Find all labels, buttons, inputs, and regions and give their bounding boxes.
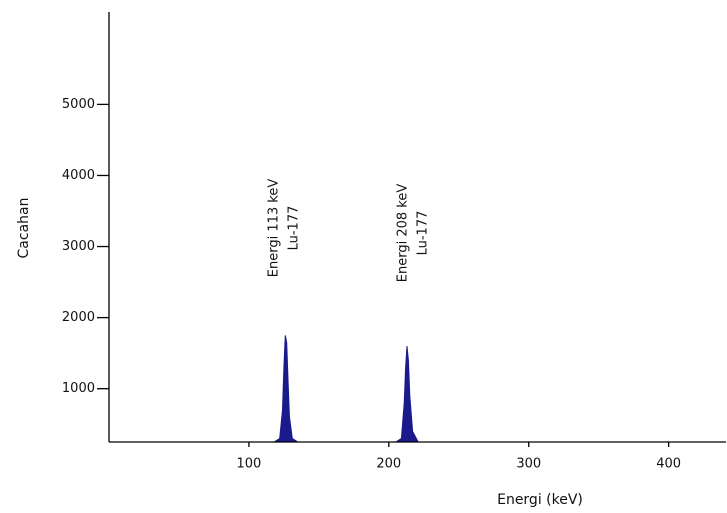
y-tick-label: 3000 xyxy=(62,239,95,254)
y-tick-label: 4000 xyxy=(62,168,95,183)
x-tick-label: 400 xyxy=(656,457,681,472)
y-tick-label: 2000 xyxy=(62,310,95,325)
y-axis-label: Cacahan xyxy=(16,198,32,259)
x-tick-label: 200 xyxy=(376,457,401,472)
y-tick-label: 5000 xyxy=(62,97,95,112)
annotation: Lu-177 xyxy=(416,211,431,256)
y-tick-label: 1000 xyxy=(62,381,95,396)
annotation: Lu-177 xyxy=(287,206,302,251)
annotation: Energi 113 keV xyxy=(267,179,282,278)
x-tick-label: 100 xyxy=(236,457,261,472)
annotation: Energi 208 keV xyxy=(396,184,411,283)
x-axis-label: Energi (keV) xyxy=(497,492,583,508)
spectrum-area xyxy=(109,335,726,443)
x-tick-label: 300 xyxy=(516,457,541,472)
